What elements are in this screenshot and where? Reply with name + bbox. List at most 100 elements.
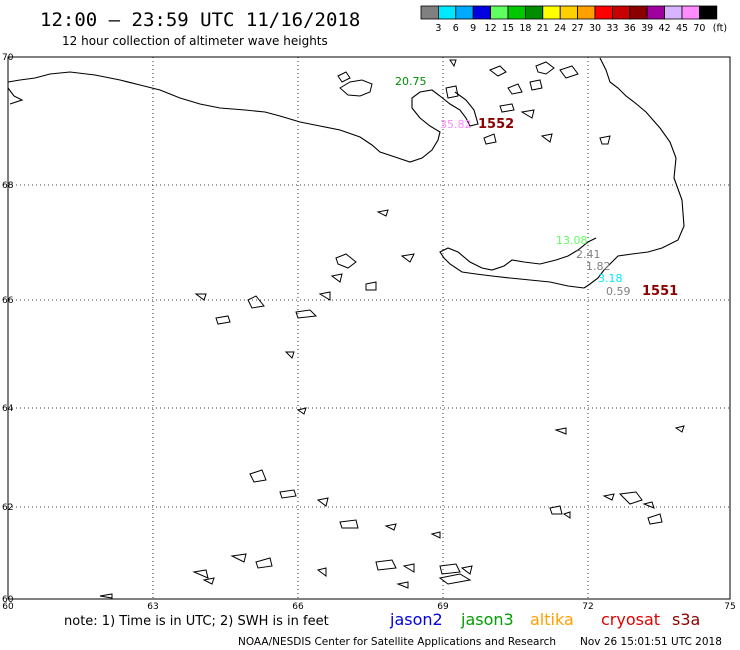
wave-height-observations: 20.75 35.82 13.08 2.41 1.82 3.18 0.59 15… [395,75,678,299]
color-scale-label: 12 [485,23,497,34]
island [202,577,215,585]
island [439,563,461,575]
latitude-label: 68 [2,181,14,191]
island [402,563,415,573]
island [284,351,295,359]
color-scale-swatch [420,5,439,20]
island [488,65,507,77]
island [247,295,265,309]
observation-label: 2.41 [576,248,601,261]
island [400,253,415,263]
observation-label: 3.18 [598,272,623,285]
island [339,519,359,529]
color-scale-label: 45 [676,23,688,34]
island [642,501,655,509]
color-scale-swatch [699,5,718,20]
latitude-label: 66 [2,296,14,306]
island [296,407,307,415]
island [375,559,397,571]
color-scale-swatch [664,5,683,20]
color-scale-unit: (ft) [713,23,727,34]
longitude-label: 66 [292,602,304,612]
satellite-legend-entry: jason3 [460,610,514,629]
color-scale-label: 24 [554,23,566,34]
figure-title: 12:00 – 23:59 UTC 11/16/2018 [40,9,360,31]
longitude-label: 63 [147,602,158,612]
latitude-label: 60 [2,595,14,605]
island [376,209,389,217]
island [535,61,555,75]
longitude-label: 72 [582,602,593,612]
color-scale-label: 6 [453,23,459,34]
satellite-legend-entry: altika [530,610,574,629]
color-scale-swatch [490,5,509,20]
footnote: note: 1) Time is in UTC; 2) SWH is in fe… [64,614,329,629]
longitude-label: 60 [2,602,14,612]
longitude-label: 75 [724,602,735,612]
longitude-labels: 60 63 66 69 72 75 [2,602,735,612]
color-scale-label: 27 [572,23,584,34]
observation-label: 1.82 [586,260,611,273]
island [562,511,571,519]
island [318,291,331,301]
island [554,427,567,435]
map-area: 70 68 66 64 62 60 60 63 66 69 72 75 [2,53,736,612]
western-shore [7,87,24,105]
island [384,523,397,531]
satellite-legend-entry: jason2 [389,610,443,629]
color-scale-legend: 3 6 9 12 15 18 21 24 27 30 33 36 39 42 45 70 (ft) [420,5,727,34]
island [529,79,543,91]
islands [99,59,685,599]
island [460,565,473,575]
credit-line: NOAA/NESDIS Center for Satellite Applica… [238,636,556,648]
island [279,489,297,499]
color-scale-swatch [507,5,526,20]
color-scale-swatch [629,5,648,20]
coastline [7,57,685,289]
color-scale-swatch [681,5,700,20]
island [449,59,457,68]
island [483,133,497,145]
bay-southern-coast [439,237,597,289]
color-scale-label: 15 [502,23,514,34]
island [194,293,207,301]
observation-label: 0.59 [606,285,631,298]
island [507,83,523,95]
island [230,553,247,563]
island [540,133,553,143]
observation-label: 13.08 [556,234,588,247]
buoy-id-label: 1551 [642,284,678,299]
color-scale-swatch [455,5,474,20]
figure-subtitle: 12 hour collection of altimeter wave hei… [62,34,328,48]
island [192,569,209,579]
graticule [8,57,730,599]
island [520,109,535,119]
buoy-id-label: 1552 [478,117,514,132]
color-scale-swatch [437,5,457,20]
island [499,103,515,113]
island [337,71,351,83]
satellite-legend: jason2 jason3 altika cryosat s3a [389,610,700,629]
island [559,65,579,79]
color-scale-swatch [559,5,579,20]
island [549,505,563,515]
observation-label: 35.82 [440,118,472,131]
color-scale-swatch [525,5,544,20]
color-scale-swatch [472,5,492,20]
island [599,135,611,145]
island [430,531,441,539]
island [316,497,329,507]
island [339,79,373,97]
map-frame [7,56,731,600]
color-scale-label: 36 [624,23,636,34]
color-scale-swatch [542,5,561,20]
satellite-legend-entry: cryosat [601,610,660,629]
northern-coastline [7,71,479,163]
color-scale-label: 18 [519,23,531,34]
color-scale-swatch [646,5,666,20]
color-scale-label: 21 [537,23,549,34]
island [330,273,343,283]
island [438,573,472,585]
island [365,281,377,291]
